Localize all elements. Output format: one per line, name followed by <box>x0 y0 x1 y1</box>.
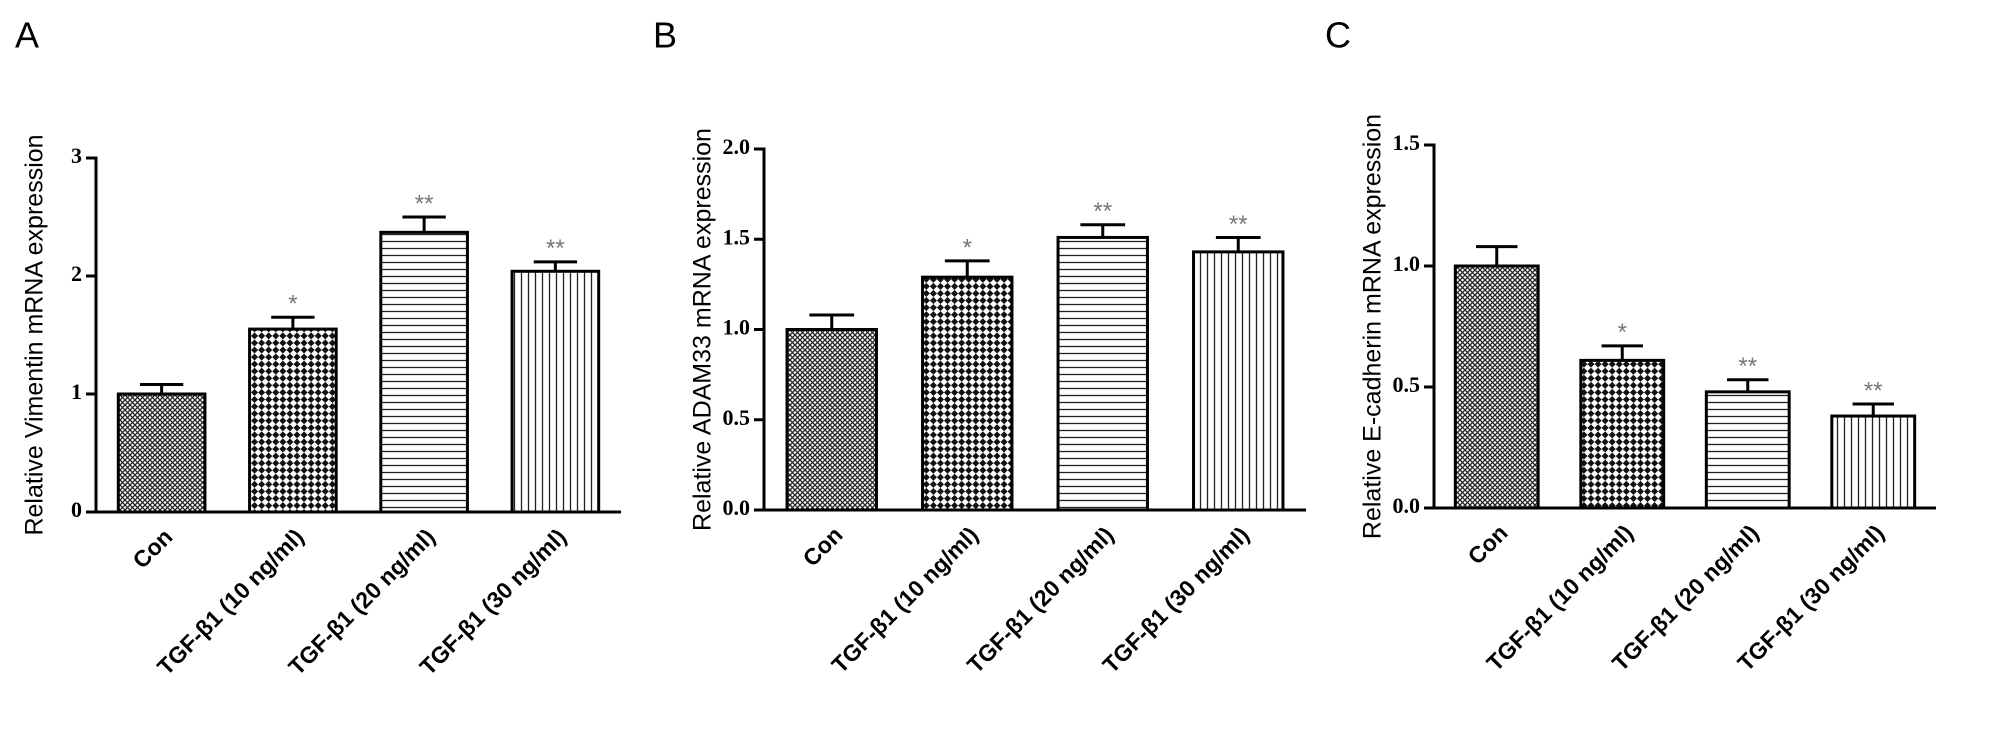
y-tick-label: 0.0 <box>723 495 751 520</box>
significance: ** <box>1229 211 1248 238</box>
significance: ** <box>1738 353 1757 380</box>
significance: * <box>288 291 297 318</box>
x-tick-label: TGF-β1 (20 ng/ml) <box>962 521 1119 678</box>
x-tick-label: Con <box>1463 519 1513 569</box>
error-bar <box>271 315 315 330</box>
y-tick-label: 0.0 <box>1393 493 1421 518</box>
x-tick-label: TGF-β1 (20 ng/ml) <box>283 523 440 680</box>
error-bar <box>1601 344 1643 361</box>
y-tick-label: 0.5 <box>1393 372 1421 397</box>
significance: * <box>963 234 972 261</box>
x-tick-label: TGF-β1 (30 ng/ml) <box>415 523 572 680</box>
error-bar <box>402 215 446 233</box>
y-tick-label: 1 <box>71 379 82 404</box>
bar <box>379 230 469 514</box>
x-tick-label: TGF-β1 (30 ng/ml) <box>1097 521 1254 678</box>
bar <box>1704 390 1791 510</box>
bar <box>248 327 338 514</box>
y-tick-label: 1.0 <box>1393 251 1421 276</box>
error-bar <box>139 383 184 394</box>
bar <box>1579 358 1666 510</box>
x-tick-label: Con <box>127 523 177 573</box>
error-bar <box>1080 223 1126 238</box>
significance: ** <box>1093 198 1112 225</box>
error-bar <box>1852 402 1894 417</box>
y-axis-label: Relative Vimentin mRNA expression <box>21 134 49 535</box>
y-tick-label: 1.5 <box>1393 130 1421 155</box>
y-tick-label: 2.0 <box>723 134 751 159</box>
x-tick-label: TGF-β1 (10 ng/ml) <box>826 521 983 678</box>
y-tick-label: 1.0 <box>723 315 751 340</box>
bar <box>1056 235 1149 512</box>
error-bar <box>1476 245 1518 266</box>
panel-letter: B <box>653 15 677 56</box>
significance: ** <box>415 190 434 217</box>
y-axis-label: Relative E-cadherin mRNA expression <box>1359 114 1387 539</box>
error-bar <box>533 260 578 272</box>
y-tick-label: 0.5 <box>723 405 751 430</box>
error-bar <box>1215 235 1261 252</box>
error-bar <box>944 259 990 278</box>
bar <box>116 392 207 514</box>
y-tick-label: 3 <box>71 143 82 168</box>
panel-letter: A <box>15 15 39 56</box>
y-tick-label: 2 <box>71 261 82 286</box>
panel-letter: C <box>1325 15 1351 56</box>
y-tick-label: 0 <box>71 497 82 522</box>
significance: * <box>1618 319 1627 346</box>
bar <box>1830 414 1917 510</box>
bar <box>921 275 1014 512</box>
error-bar <box>1727 378 1769 392</box>
y-axis-label: Relative ADAM33 mRNA expression <box>689 128 717 531</box>
significance: ** <box>546 235 565 262</box>
error-bar <box>809 313 855 330</box>
bar <box>1453 264 1540 510</box>
x-tick-label: Con <box>798 521 848 571</box>
significance: ** <box>1864 377 1883 404</box>
bar <box>510 269 601 514</box>
x-tick-label: TGF-β1 (10 ng/ml) <box>152 523 309 680</box>
bar <box>1192 250 1285 512</box>
y-tick-label: 1.5 <box>723 224 751 249</box>
bar <box>785 328 878 512</box>
